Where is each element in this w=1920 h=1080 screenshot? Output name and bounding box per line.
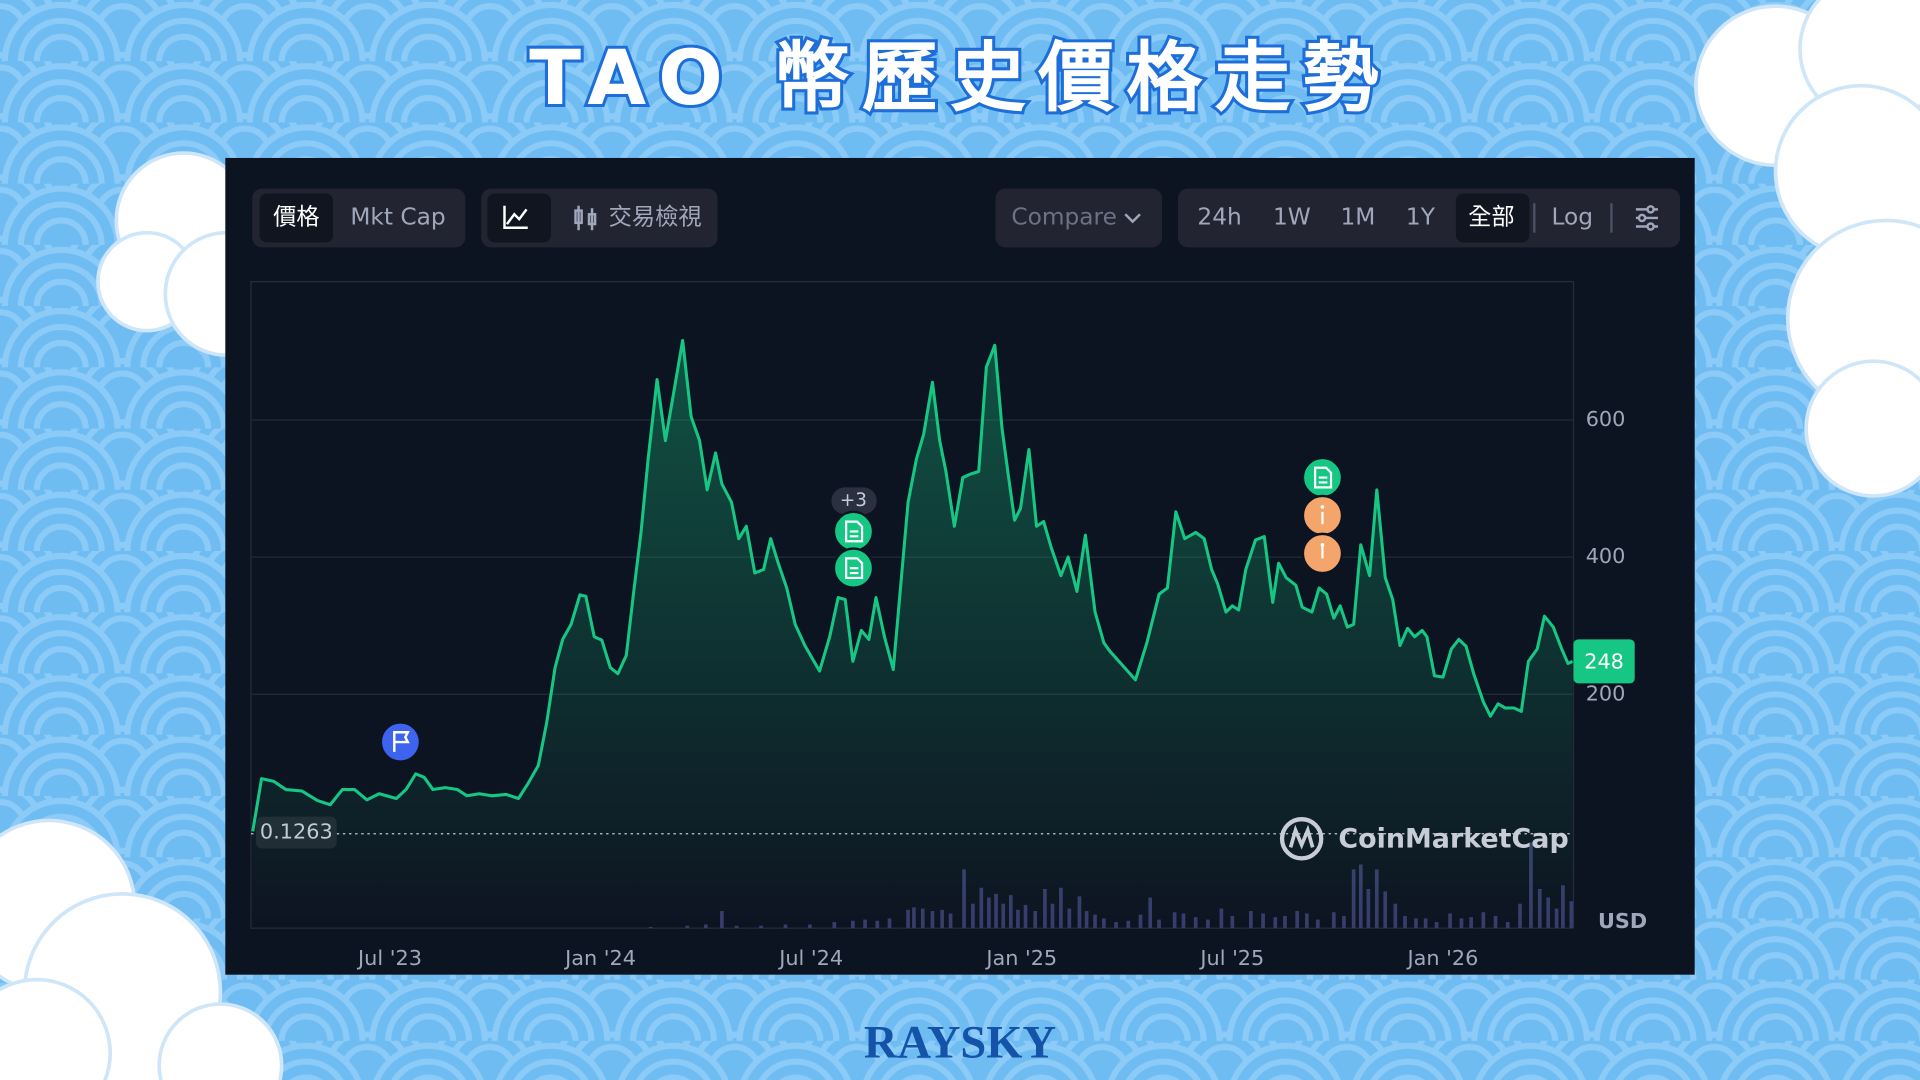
watermark-logo	[1279, 817, 1324, 861]
x-tick-label: Jan '24	[563, 946, 636, 970]
info-dot	[1320, 505, 1325, 509]
y-tick-label: 600	[1586, 407, 1626, 431]
x-tick-label: Jan '26	[1405, 946, 1478, 970]
events: +3	[379, 456, 1344, 763]
x-tick-label: Jul '24	[777, 946, 843, 970]
page-title: TAO 幣歷史價格走勢	[529, 34, 1391, 122]
x-tick-label: Jul '23	[356, 946, 422, 970]
shape	[845, 557, 864, 580]
chevron	[1124, 213, 1141, 224]
last-price-box	[1573, 639, 1635, 684]
watermark-logo-m	[1288, 824, 1315, 850]
info-dot	[1320, 543, 1325, 547]
shape	[1637, 213, 1647, 223]
brand: RAYSKY	[864, 1018, 1056, 1069]
x-tick-label: Jul '25	[1198, 946, 1264, 970]
flag-icon	[393, 731, 410, 752]
currency-label: USD	[1598, 909, 1647, 933]
doc-icons	[845, 466, 1333, 580]
shape	[157, 1002, 284, 1080]
tab[interactable]: Mkt Cap	[350, 203, 445, 230]
shape	[845, 520, 864, 543]
compare-button[interactable]	[995, 188, 1163, 248]
y-tick-label: 200	[1586, 681, 1626, 705]
trading-view-button[interactable]: 交易檢視	[609, 203, 702, 230]
range-button[interactable]: 1Y	[1406, 203, 1436, 230]
price-line	[251, 338, 1574, 832]
tab-selected	[259, 193, 334, 243]
toolbar: 價格 Mkt Cap 交易檢視 Compare 24h 1W 1M 1Y 全部 …	[252, 188, 1680, 248]
settings-button[interactable]	[1635, 205, 1658, 231]
last-price-label: 248	[1584, 650, 1624, 674]
watermark: CoinMarketCap	[1279, 817, 1569, 861]
event-count-label: +3	[840, 490, 867, 511]
shape	[0, 977, 113, 1080]
range-button[interactable]: 1M	[1341, 203, 1376, 230]
shape	[1314, 466, 1333, 489]
range-button[interactable]: 24h	[1197, 203, 1241, 230]
tab[interactable]: 價格	[273, 203, 320, 230]
shape	[1646, 205, 1655, 214]
range-button[interactable]: 全部	[1468, 203, 1515, 230]
plot: 0.1263248	[251, 338, 1635, 929]
event-count[interactable]	[831, 487, 877, 515]
compare-label: Compare	[1011, 203, 1116, 230]
y-tick-label: 400	[1586, 544, 1626, 568]
line-icon	[503, 205, 528, 229]
shape	[1804, 359, 1920, 498]
price-area	[252, 340, 1573, 929]
range-selected	[1455, 193, 1530, 243]
range-toggle	[1177, 188, 1680, 248]
x-tick-label: Jan '25	[984, 946, 1057, 970]
range-button[interactable]: 1W	[1273, 203, 1311, 230]
log-button[interactable]: Log	[1551, 203, 1593, 230]
candle-icon	[574, 205, 597, 231]
watermark-text: CoinMarketCap	[1338, 824, 1568, 855]
shape	[1646, 222, 1655, 231]
